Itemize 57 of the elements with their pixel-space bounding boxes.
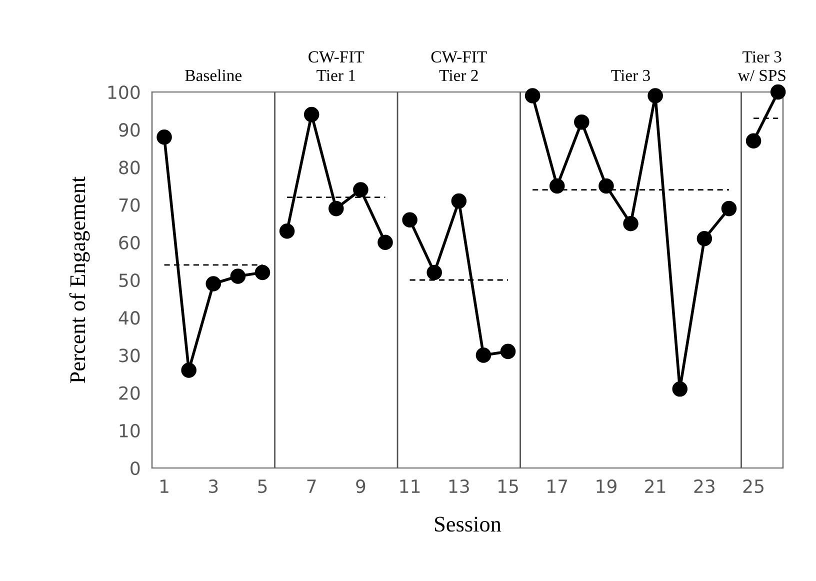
point <box>746 133 762 149</box>
point <box>721 200 737 216</box>
y-tick-label: 30 <box>119 348 140 362</box>
point <box>524 88 540 104</box>
point <box>500 344 516 360</box>
point <box>648 88 663 104</box>
x-tick-label: 21 <box>645 479 666 493</box>
point <box>181 362 196 378</box>
x-tick-label: 7 <box>307 480 316 493</box>
x-tick-label: 17 <box>548 480 568 493</box>
point <box>328 200 344 216</box>
point <box>156 129 172 145</box>
x-tick-label: 5 <box>258 480 267 494</box>
y-tick-label: 50 <box>119 273 140 288</box>
point <box>230 268 246 284</box>
x-tick-label: 1 <box>160 480 168 493</box>
y-tick-label: 90 <box>119 123 140 137</box>
x-tick-label: 3 <box>209 479 218 494</box>
y-tick-label: 0 <box>130 461 140 476</box>
y-tick-label: 70 <box>119 198 140 212</box>
point <box>426 264 442 280</box>
point <box>623 216 638 232</box>
point <box>476 348 492 363</box>
point <box>672 381 688 397</box>
text: Baseline <box>185 69 242 82</box>
x-tick-label: 19 <box>596 479 616 494</box>
point <box>598 178 614 194</box>
x-tick-label: 23 <box>694 479 714 494</box>
point <box>279 223 295 239</box>
y-tick-label: 100 <box>108 85 140 100</box>
text: Tier 3 w/ SPS <box>738 51 786 82</box>
text: CW-FIT Tier 2 <box>431 51 487 82</box>
text: Tier 3 <box>611 70 650 82</box>
point <box>402 212 418 228</box>
y-tick-label: 10 <box>120 424 140 438</box>
text: CW-FIT Tier 1 <box>308 51 364 82</box>
x-axis-title: Session <box>435 516 502 532</box>
point <box>696 231 712 246</box>
x-tick-label: 9 <box>356 479 366 494</box>
x-tick-label: 15 <box>498 480 518 494</box>
point <box>304 106 320 122</box>
y-tick-label: 40 <box>118 311 140 325</box>
point <box>574 114 590 130</box>
x-tick-label: 13 <box>449 479 469 494</box>
point <box>451 193 467 209</box>
point <box>549 178 565 194</box>
x-tick-label: 11 <box>400 480 420 493</box>
point <box>353 182 368 198</box>
y-tick-label: 20 <box>119 386 140 400</box>
point <box>206 276 222 292</box>
y-axis-title: Percent of Engagement <box>69 176 90 384</box>
point <box>254 264 270 280</box>
point <box>378 234 393 250</box>
y-tick-label: 80 <box>119 160 140 174</box>
y-tick-label: 60 <box>119 236 140 250</box>
x-tick-label: 25 <box>743 479 764 494</box>
point <box>770 84 786 100</box>
